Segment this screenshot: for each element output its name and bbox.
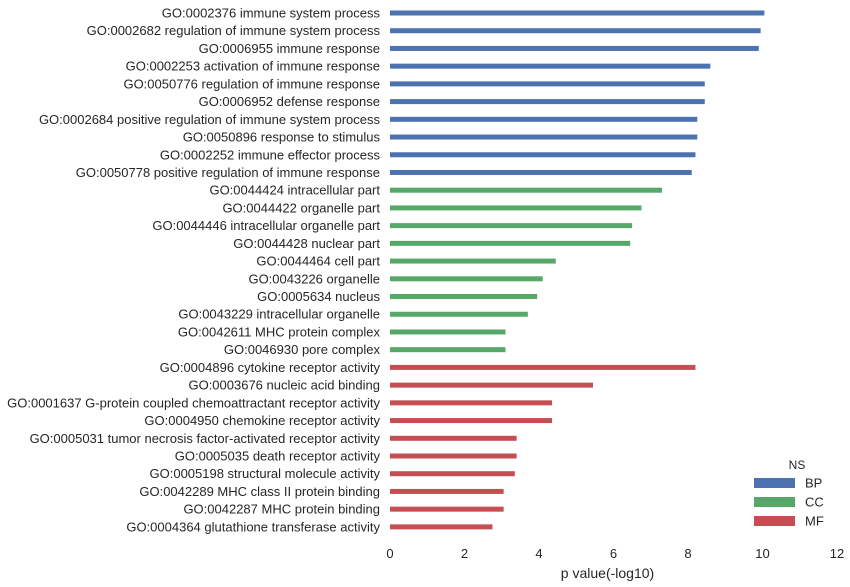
- category-label: GO:0004364 glutathione transferase activ…: [126, 519, 380, 534]
- bar-15: [390, 258, 556, 264]
- category-label: GO:0002684 positive regulation of immune…: [39, 112, 381, 127]
- legend: NS BP CC MF: [754, 458, 824, 529]
- category-label: GO:0002682 regulation of immune system p…: [87, 23, 381, 38]
- category-label: GO:0006952 defense response: [199, 94, 380, 109]
- bar-5: [390, 81, 705, 87]
- category-labels: GO:0002376 immune system process GO:00026…: [7, 6, 380, 535]
- bar-13: [390, 223, 633, 229]
- category-label: GO:0050776 regulation of immune response: [123, 76, 380, 91]
- bar-6: [390, 99, 705, 105]
- bar-20: [390, 347, 506, 353]
- category-label: GO:0001637 G-protein coupled chemoattrac…: [7, 395, 380, 410]
- x-axis-title: p value(-log10): [561, 565, 654, 581]
- legend-swatch-cc: [754, 497, 795, 507]
- category-label: GO:0042611 MHC protein complex: [178, 324, 381, 339]
- category-label: GO:0044422 organelle part: [222, 200, 380, 215]
- legend-swatch-mf: [754, 516, 795, 526]
- category-label: GO:0044464 cell part: [256, 254, 380, 269]
- category-label: GO:0005035 death receptor activity: [175, 449, 381, 464]
- bar-23: [390, 400, 553, 406]
- category-label: GO:0005031 tumor necrosis factor-activat…: [30, 431, 381, 446]
- bar-28: [390, 488, 504, 494]
- bar-9: [390, 152, 696, 158]
- bars-group: [390, 10, 765, 530]
- category-label: GO:0050896 response to stimulus: [183, 130, 381, 145]
- category-label: GO:0043229 intracellular organelle: [178, 307, 380, 322]
- category-label: GO:0050778 positive regulation of immune…: [76, 165, 380, 180]
- category-label: GO:0002253 activation of immune response: [126, 59, 380, 74]
- x-tick-label: 4: [535, 546, 542, 561]
- bar-12: [390, 205, 642, 211]
- bar-4: [390, 63, 711, 69]
- x-tick-label: 8: [684, 546, 691, 561]
- category-label: GO:0002252 immune effector process: [160, 147, 381, 162]
- bar-30: [390, 524, 493, 530]
- bar-17: [390, 294, 538, 300]
- bar-25: [390, 435, 517, 441]
- category-label: GO:0005198 structural molecule activity: [150, 466, 381, 481]
- bar-21: [390, 364, 696, 370]
- legend-title: NS: [789, 458, 806, 472]
- bar-24: [390, 418, 553, 424]
- category-label: GO:0046930 pore complex: [224, 342, 381, 357]
- x-tick-label: 2: [461, 546, 468, 561]
- bar-18: [390, 311, 528, 317]
- x-tick-label: 12: [830, 546, 844, 561]
- category-label: GO:0006955 immune response: [199, 41, 380, 56]
- bar-29: [390, 506, 504, 512]
- legend-label-cc: CC: [805, 495, 824, 510]
- x-tick-label: 10: [755, 546, 769, 561]
- bar-16: [390, 276, 543, 282]
- bar-2: [390, 28, 761, 34]
- bar-22: [390, 382, 594, 388]
- category-label: GO:0005634 nucleus: [257, 289, 380, 304]
- category-label: GO:0044446 intracellular organelle part: [152, 218, 380, 233]
- category-label: GO:0003676 nucleic acid binding: [188, 378, 380, 393]
- bar-19: [390, 329, 506, 335]
- bar-7: [390, 116, 698, 122]
- bar-11: [390, 187, 662, 193]
- bar-27: [390, 471, 515, 477]
- category-label: GO:0004950 chemokine receptor activity: [144, 413, 380, 428]
- legend-swatch-bp: [754, 478, 795, 488]
- category-label: GO:0004896 cytokine receptor activity: [160, 360, 381, 375]
- category-label: GO:0002376 immune system process: [162, 6, 381, 21]
- category-label: GO:0043226 organelle: [248, 271, 380, 286]
- bar-10: [390, 169, 692, 175]
- legend-label-bp: BP: [805, 476, 822, 491]
- bar-14: [390, 240, 631, 246]
- bar-26: [390, 453, 517, 459]
- category-label: GO:0042289 MHC class II protein binding: [139, 484, 380, 499]
- category-label: GO:0042287 MHC protein binding: [183, 502, 380, 517]
- category-label: GO:0044428 nuclear part: [233, 236, 380, 251]
- x-axis-ticks: 0 2 4 6 8 10 12: [386, 546, 844, 561]
- bar-8: [390, 134, 698, 140]
- x-tick-label: 6: [610, 546, 617, 561]
- legend-label-mf: MF: [805, 514, 824, 529]
- bar-3: [390, 45, 759, 51]
- bar-1: [390, 10, 765, 16]
- category-label: GO:0044424 intracellular part: [209, 183, 380, 198]
- x-tick-label: 0: [386, 546, 393, 561]
